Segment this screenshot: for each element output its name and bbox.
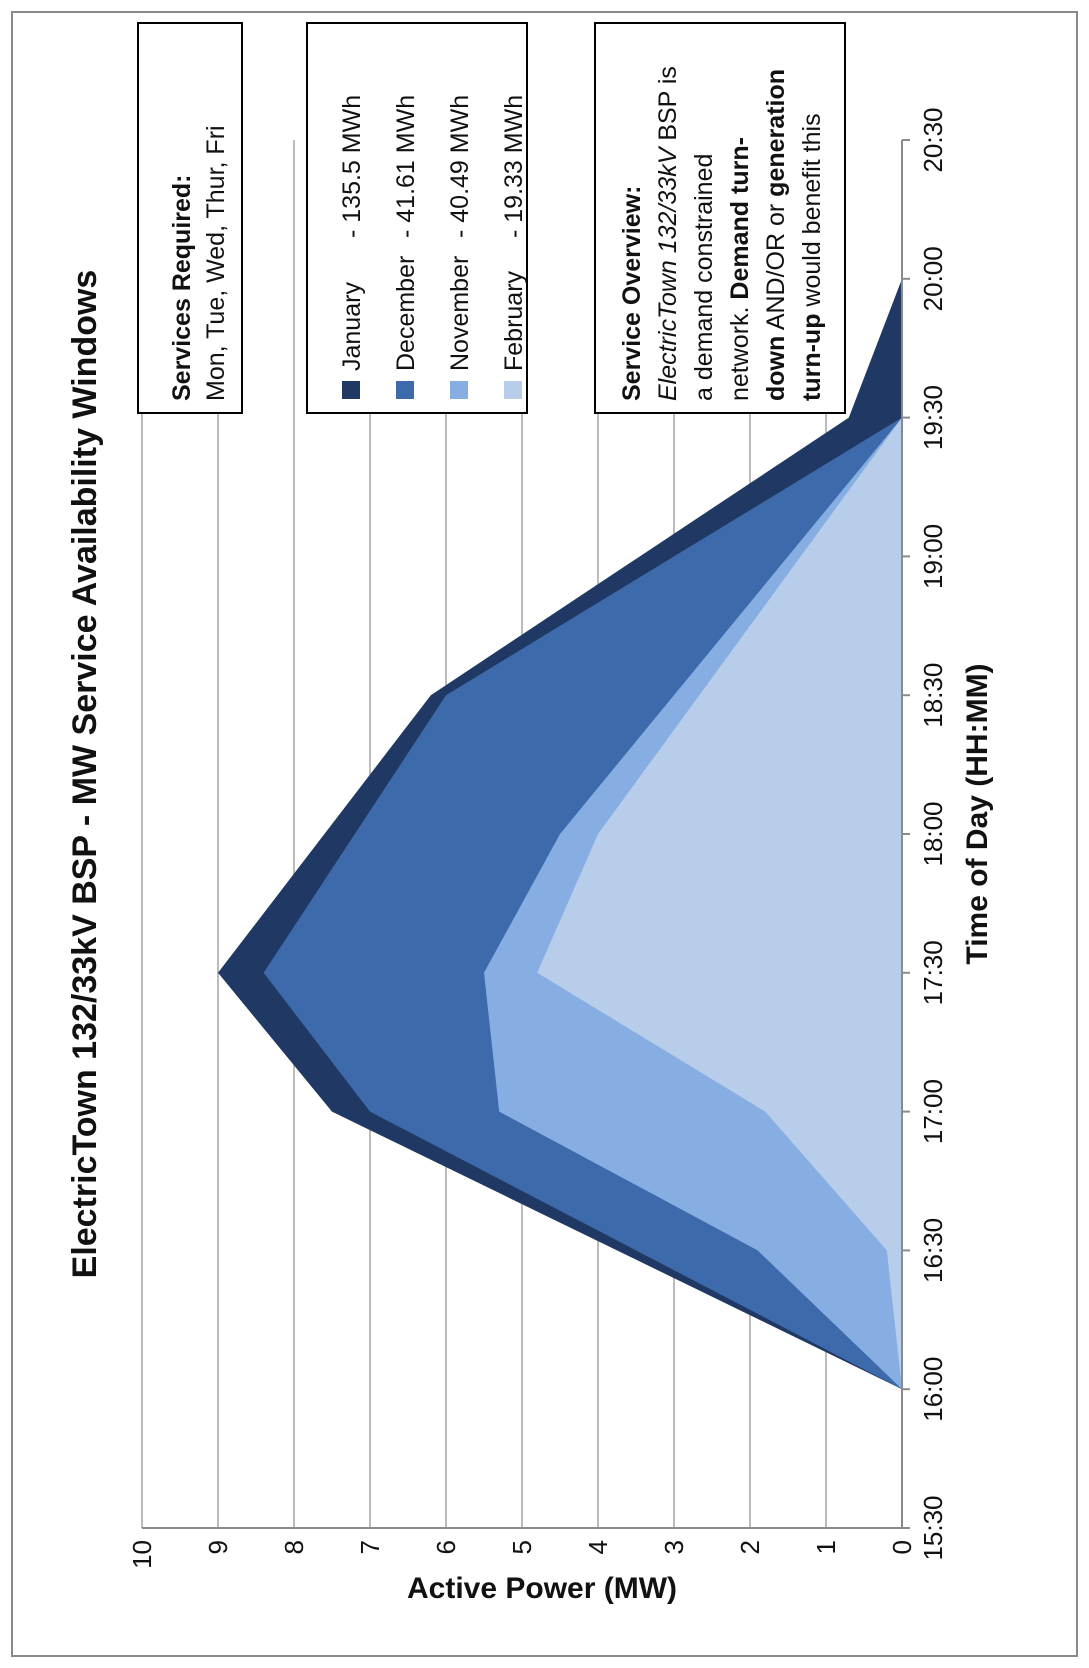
- area-series: [218, 278, 902, 1390]
- y-tick-label: 8: [279, 1540, 309, 1554]
- legend-name-december: December: [392, 256, 420, 371]
- overview-line-5-rest: would benefit this: [798, 113, 826, 313]
- overview-line-4: down AND/OR or generation: [762, 69, 790, 401]
- y-tick-label: 7: [355, 1540, 385, 1554]
- legend-value-november: - 40.49 MWh: [446, 95, 474, 238]
- legend-swatch-february: [504, 381, 522, 399]
- legend-value-february: - 19.33 MWh: [500, 95, 528, 238]
- y-tick-label: 4: [583, 1540, 613, 1554]
- x-tick-label: 19:30: [918, 385, 948, 450]
- y-tick-label: 9: [203, 1540, 233, 1554]
- y-tick-label: 3: [659, 1540, 689, 1554]
- overview-heading: Service Overview:: [618, 186, 646, 401]
- overview-box-frame: [594, 22, 846, 414]
- y-tick-label: 5: [507, 1540, 537, 1554]
- legend-value-december: - 41.61 MWh: [392, 95, 420, 238]
- overview-line-1-rest: BSP is: [654, 66, 682, 148]
- service-overview-box: Service Overview: ElectricTown 132/33kV …: [594, 22, 846, 414]
- legend-swatch-january: [342, 381, 360, 399]
- legend-value-january: - 135.5 MWh: [338, 95, 366, 238]
- y-tick-label: 0: [887, 1540, 917, 1554]
- x-tick-label: 17:30: [918, 940, 948, 1005]
- x-axis-title: Time of Day (HH:MM): [961, 663, 994, 964]
- x-tick-label: 19:00: [918, 524, 948, 589]
- x-tick-label: 16:30: [918, 1218, 948, 1283]
- legend-frame: [306, 22, 528, 414]
- x-tick-label: 20:00: [918, 246, 948, 311]
- x-tick-label: 17:00: [918, 1079, 948, 1144]
- y-tick-label: 2: [735, 1540, 765, 1554]
- overview-line-1-italic: ElectricTown 132/33kV: [654, 145, 682, 401]
- y-tick-labels: 0 1 2 3 4 5 6 7 8 9 10: [127, 1540, 917, 1569]
- chart-title: ElectricTown 132/33kV BSP - MW Service A…: [66, 270, 104, 1279]
- y-tick-label: 6: [431, 1540, 461, 1554]
- x-tick-label: 15:30: [918, 1495, 948, 1560]
- legend-name-january: January: [338, 282, 366, 371]
- y-tick-label: 1: [811, 1540, 841, 1554]
- overview-line-5-bold: turn-up: [798, 314, 826, 401]
- overview-line-2: a demand constrained: [690, 154, 718, 401]
- services-box-frame: [137, 22, 243, 414]
- legend-swatch-november: [450, 381, 468, 399]
- legend: January - 135.5 MWh December - 41.61 MWh Nov…: [306, 22, 528, 414]
- rotated-chart-group: ElectricTown 132/33kV BSP - MW Service A…: [66, 22, 994, 1605]
- x-tick-label: 18:30: [918, 663, 948, 728]
- x-tick-labels: 15:30 16:00 16:30 17:00 17:30 18:00 18:30 19:00…: [902, 107, 948, 1561]
- y-tick-label: 10: [127, 1540, 157, 1569]
- x-tick-label: 20:30: [918, 107, 948, 172]
- overview-line-3: network. Demand turn-: [726, 137, 754, 401]
- legend-swatch-december: [396, 381, 414, 399]
- overview-line-3-bold: Demand turn-: [726, 137, 754, 300]
- x-tick-label: 18:00: [918, 801, 948, 866]
- legend-name-february: February: [500, 270, 528, 371]
- overview-line-4-bold2: generation: [762, 69, 790, 197]
- overview-line-5: turn-up would benefit this: [798, 113, 826, 401]
- overview-line-4-bold: down: [762, 336, 790, 401]
- overview-line-1: ElectricTown 132/33kV BSP is: [654, 66, 682, 401]
- legend-name-november: November: [446, 256, 474, 371]
- x-tick-label: 16:00: [918, 1357, 948, 1422]
- overview-line-4-rest: AND/OR or: [762, 197, 790, 336]
- overview-line-3-normal: network.: [726, 300, 754, 401]
- services-heading: Services Required:: [168, 175, 196, 402]
- y-axis-title: Active Power (MW): [407, 1572, 677, 1605]
- services-required-box: Services Required: Mon, Tue, Wed, Thur, …: [137, 22, 243, 414]
- area-february: [537, 417, 902, 1390]
- services-days: Mon, Tue, Wed, Thur, Fri: [202, 125, 230, 401]
